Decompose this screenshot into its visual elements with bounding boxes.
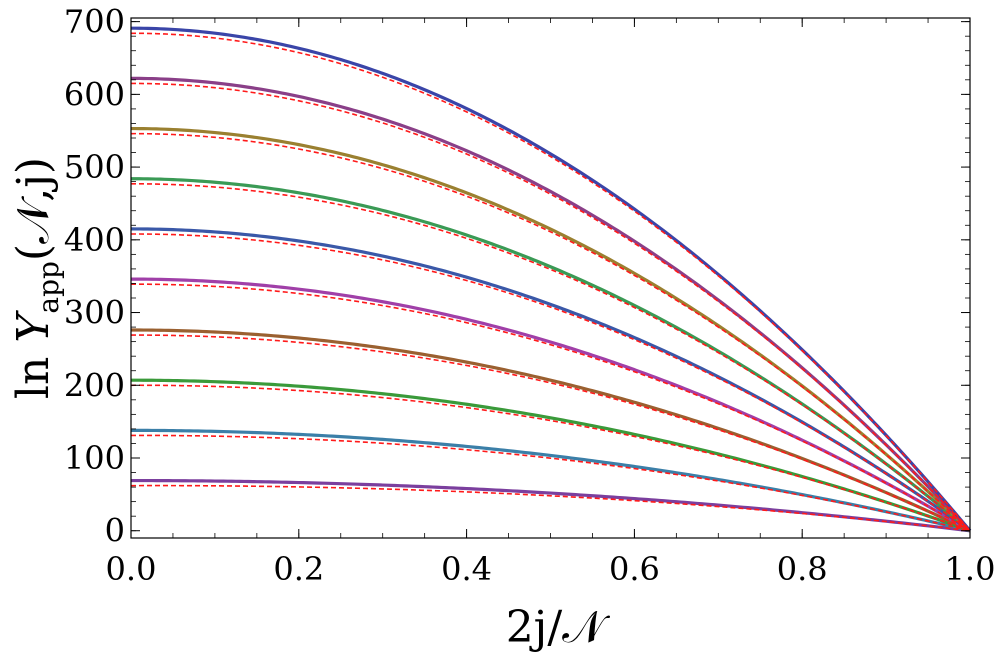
series-line-9	[130, 76, 972, 532]
x-axis-label: 2j/𝒩	[506, 602, 610, 653]
reference-line-1	[130, 484, 971, 532]
x-tick-label: 0.6	[609, 550, 660, 588]
series-line-10	[130, 26, 972, 532]
reference-line-4	[130, 334, 971, 532]
x-tick-label: 0.2	[273, 550, 324, 588]
series-line-8	[130, 126, 972, 532]
y-tick-label: 100	[64, 439, 125, 477]
reference-line-6	[130, 233, 971, 532]
reference-curves	[130, 32, 971, 532]
y-axis-label-var: Y	[8, 310, 59, 343]
x-tick-label: 0.4	[441, 550, 492, 588]
y-tick-label: 400	[64, 221, 125, 259]
y-tick-label: 300	[64, 294, 125, 332]
reference-line-7	[130, 183, 971, 532]
reference-line-9	[131, 82, 971, 532]
y-axis-label-suffix: (𝒩,j)	[8, 157, 59, 261]
x-axis-ticks	[130, 18, 971, 538]
reference-line-3	[130, 384, 971, 532]
y-tick-label: 0	[105, 512, 125, 550]
reference-line-8	[130, 132, 971, 532]
series-line-4	[130, 328, 971, 533]
y-axis-label: ln Yapp(𝒩,j)	[8, 157, 65, 399]
series-line-7	[130, 177, 972, 532]
series-line-5	[130, 277, 971, 533]
y-axis-tick-labels: 0 100 200 300 400 500 600 700	[64, 3, 125, 550]
reference-line-10	[131, 32, 971, 532]
x-tick-label: 1.0	[945, 550, 996, 588]
x-tick-label: 0.8	[777, 550, 828, 588]
y-tick-label: 500	[64, 148, 125, 186]
series-curves	[130, 26, 972, 533]
y-axis-label-sub: app	[32, 261, 65, 314]
y-tick-label: 200	[64, 366, 125, 404]
y-axis-label-prefix: ln	[8, 343, 59, 399]
reference-line-5	[131, 283, 971, 532]
x-axis-tick-labels: 0.0 0.2 0.4 0.6 0.8 1.0	[106, 550, 996, 588]
y-tick-label: 600	[64, 75, 125, 113]
series-line-2	[130, 428, 971, 533]
y-tick-label: 700	[64, 3, 125, 41]
y-axis-ticks	[131, 21, 970, 532]
x-tick-label: 0.0	[106, 550, 157, 588]
reference-line-2	[130, 434, 971, 532]
